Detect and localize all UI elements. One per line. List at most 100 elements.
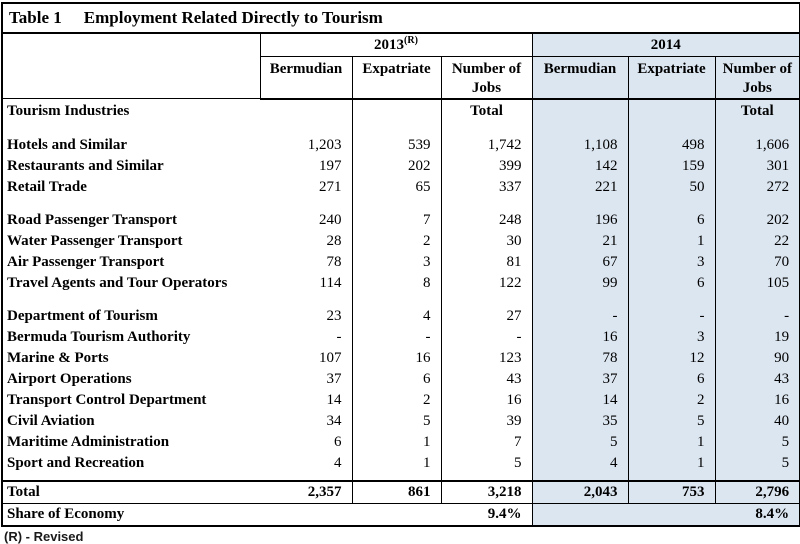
cell-value: 43: [714, 368, 800, 390]
cell-value: 40: [714, 410, 800, 432]
year-2013-header: 2013(R): [260, 33, 532, 58]
cell-value: 37: [326, 370, 342, 387]
cell-value: 21: [531, 230, 628, 252]
cell-value: [260, 294, 352, 306]
cell-value: 3: [351, 251, 441, 273]
row-label: Marine & Ports: [7, 349, 109, 366]
cell-value: 105: [714, 272, 800, 294]
table-row: Road Passenger Transport 240 7 248 196 6 202: [2, 209, 800, 231]
cell-value: 122: [440, 272, 532, 294]
total-row: Total 2,357 861 3,218 2,043 753 2,796: [2, 479, 800, 504]
table-row: Air Passenger Transport 78 3 81 67 3 70: [2, 251, 800, 273]
table-row: Maritime Administration 6 1 7 5 1 5: [2, 431, 800, 453]
cell-value: 1,606: [714, 134, 800, 156]
row-label: [2, 198, 260, 210]
cell-value: 4: [531, 452, 628, 474]
cell-value: 23: [326, 307, 342, 324]
row-label: Road Passenger Transport: [7, 211, 178, 228]
row-label: Airport Operations: [7, 370, 132, 387]
row-label: Civil Aviation: [7, 412, 95, 429]
cell-value: 240: [319, 211, 342, 228]
table-row: Department of Tourism 23 4 27- - -: [2, 305, 800, 327]
table-row: Sport and Recreation 4 1 5 4 1 5: [2, 452, 800, 474]
cell-value: [351, 122, 441, 135]
cell-value: 1: [627, 452, 715, 474]
cell-value: 5: [351, 410, 441, 432]
cell-value: -: [714, 305, 800, 327]
table-row: Water Passenger Transport 28 2 30 21 1 22: [2, 230, 800, 252]
cell-value: 114: [319, 274, 342, 291]
year-2014-header: 2014: [531, 33, 800, 58]
cell-value: -: [351, 326, 441, 348]
cell-value: 37: [531, 368, 628, 390]
cell-value: 50: [627, 176, 715, 198]
total-bermudian-2014: 2,043: [531, 479, 628, 504]
cell-value: 6: [627, 368, 715, 390]
cell-value: 6: [627, 272, 715, 294]
cell-value: 5: [531, 431, 628, 453]
cell-value: 19: [714, 326, 800, 348]
cell-value: 248: [440, 209, 532, 231]
cell-value: 399: [440, 155, 532, 177]
cell-value: 4: [334, 454, 342, 471]
row-label: Tourism Industries: [7, 102, 130, 119]
table-row: Transport Control Department 14 2 16 14 2 16: [2, 389, 800, 411]
table-row: Restaurants and Similar 197 202 399 142 159 30…: [2, 155, 800, 177]
cell-value: 4: [351, 305, 441, 327]
table-row: Civil Aviation 34 5 39 35 5 40: [2, 410, 800, 432]
cell-value: 1,108: [531, 134, 628, 156]
revised-footnote: (R) - Revised: [4, 528, 84, 544]
subcolumn-header-row: Bermudian Expatriate Number of Jobs Berm…: [2, 56, 800, 100]
cell-value: 197: [319, 157, 342, 174]
cell-value: 6: [627, 209, 715, 231]
cell-value: 272: [714, 176, 800, 198]
row-label: Bermuda Tourism Authority: [7, 328, 191, 345]
cell-value: [440, 473, 532, 481]
cell-value: [440, 293, 532, 306]
cell-value: 81: [440, 251, 532, 273]
cell-value: [531, 98, 628, 123]
cell-value: [260, 99, 352, 123]
cell-value: -: [440, 326, 532, 348]
table-row: Bermuda Tourism Authority - - -16 3 19: [2, 326, 800, 348]
cell-value: [440, 122, 532, 135]
cell-value: 1,203: [307, 136, 342, 153]
row-label: [2, 123, 260, 135]
cell-value: 8: [351, 272, 441, 294]
table-row: [2, 473, 800, 481]
revised-superscript: (R): [404, 34, 418, 46]
cell-value: 271: [319, 178, 342, 195]
cell-value: 99: [531, 272, 628, 294]
row-label: Travel Agents and Tour Operators: [7, 274, 228, 291]
cell-value: 27: [440, 305, 532, 327]
cell-value: 2: [351, 389, 441, 411]
table-row: Tourism Industries Total Total: [2, 98, 800, 123]
cell-value: 7: [351, 209, 441, 231]
cell-value: [627, 473, 715, 481]
table-row: Retail Trade 271 65 337 221 50 272: [2, 176, 800, 198]
row-label: [2, 474, 260, 481]
table-row: Travel Agents and Tour Operators 114 8 122 9…: [2, 272, 800, 294]
row-label: Transport Control Department: [7, 391, 207, 408]
cell-value: 1: [351, 452, 441, 474]
col-header-jobs-2013: Number of Jobs: [440, 56, 532, 100]
year-header-row: 2013(R) 2014: [2, 33, 800, 100]
cell-value: [351, 98, 441, 123]
cell-value: 67: [531, 251, 628, 273]
cell-value: [260, 198, 352, 210]
cell-value: 5: [627, 410, 715, 432]
cell-value: 14: [531, 389, 628, 411]
col-header-bermudian-2013: Bermudian: [260, 56, 352, 100]
cell-value: 2: [627, 389, 715, 411]
cell-value: [714, 197, 800, 210]
row-label: Department of Tourism: [7, 307, 158, 324]
cell-value: 5: [440, 452, 532, 474]
cell-value: 539: [351, 134, 441, 156]
cell-value: [714, 473, 800, 481]
cell-value: 3: [627, 326, 715, 348]
cell-value: [627, 98, 715, 123]
cell-value: 1: [351, 431, 441, 453]
table-row: Airport Operations 37 6 43 37 6 43: [2, 368, 800, 390]
row-label: Retail Trade: [7, 178, 87, 195]
